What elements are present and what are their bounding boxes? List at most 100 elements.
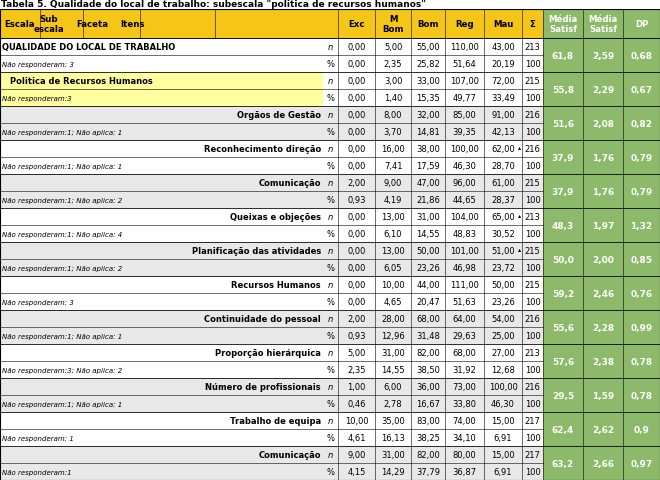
Text: 51,63: 51,63 [453, 298, 477, 306]
Text: 2,00: 2,00 [347, 179, 366, 188]
Text: %: % [327, 298, 335, 306]
Bar [543, 276, 660, 311]
Text: 16,00: 16,00 [381, 145, 405, 154]
Text: 0,00: 0,00 [347, 229, 366, 239]
Text: 48,83: 48,83 [453, 229, 477, 239]
Text: 37,79: 37,79 [416, 467, 440, 476]
Text: n: n [328, 450, 333, 459]
Text: 216: 216 [525, 111, 541, 120]
Text: 3,70: 3,70 [383, 128, 403, 137]
Text: 0,97: 0,97 [630, 458, 653, 468]
Text: 23,26: 23,26 [416, 264, 440, 273]
Bar [0, 73, 323, 107]
Bar [0, 10, 660, 39]
Bar [323, 276, 543, 311]
Text: n: n [328, 348, 333, 357]
Text: Média
Satisf: Média Satisf [589, 15, 618, 34]
Text: 215: 215 [525, 77, 541, 86]
Bar [0, 344, 323, 378]
Text: 3,00: 3,00 [384, 77, 403, 86]
Bar [623, 107, 660, 141]
Text: 61,00: 61,00 [491, 179, 515, 188]
Bar [623, 344, 660, 378]
Text: 107,00: 107,00 [450, 77, 479, 86]
Text: 20,47: 20,47 [416, 298, 440, 306]
Bar [0, 209, 323, 242]
Text: 43,00: 43,00 [491, 43, 515, 52]
Bar [0, 242, 323, 276]
Text: Bom: Bom [417, 20, 439, 29]
Text: 28,37: 28,37 [491, 196, 515, 204]
Text: 5,00: 5,00 [347, 348, 366, 357]
Text: 100: 100 [525, 162, 541, 171]
Text: 27,00: 27,00 [491, 348, 515, 357]
Bar [623, 412, 660, 446]
Text: 14,55: 14,55 [381, 365, 405, 374]
Text: Não responderam: 3: Não responderam: 3 [2, 61, 74, 68]
Bar [323, 209, 543, 242]
Bar [323, 412, 543, 446]
Text: %: % [327, 433, 335, 442]
Bar [543, 242, 660, 276]
Text: 55,6: 55,6 [552, 323, 574, 332]
Text: 46,98: 46,98 [453, 264, 477, 273]
Text: 2,66: 2,66 [592, 458, 614, 468]
Text: 25,82: 25,82 [416, 60, 440, 69]
Text: 4,65: 4,65 [384, 298, 403, 306]
Text: 100: 100 [525, 196, 541, 204]
Text: 0,76: 0,76 [630, 289, 653, 298]
Text: 0,00: 0,00 [347, 145, 366, 154]
Text: Planificação das atividades: Planificação das atividades [192, 247, 321, 255]
Bar [623, 276, 660, 311]
Text: 100: 100 [525, 467, 541, 476]
Text: 96,00: 96,00 [453, 179, 477, 188]
Text: 110,00: 110,00 [450, 43, 479, 52]
Text: 4,19: 4,19 [384, 196, 403, 204]
Text: 61,8: 61,8 [552, 51, 574, 60]
Text: Não responderam:1; Não aplica: 2: Não responderam:1; Não aplica: 2 [2, 265, 123, 271]
Text: Não responderam:1; Não aplica: 1: Não responderam:1; Não aplica: 1 [2, 129, 123, 135]
Text: 16,67: 16,67 [416, 399, 440, 408]
Text: 35,00: 35,00 [381, 416, 405, 425]
Text: 9,00: 9,00 [347, 450, 366, 459]
Text: 46,30: 46,30 [453, 162, 477, 171]
Bar [0, 175, 323, 209]
Text: 0,00: 0,00 [347, 60, 366, 69]
Text: 34,10: 34,10 [453, 433, 477, 442]
Bar [323, 141, 543, 175]
Text: 8,00: 8,00 [384, 111, 403, 120]
Text: 55,8: 55,8 [552, 85, 574, 95]
Text: Não responderam:3: Não responderam:3 [2, 96, 72, 101]
Text: %: % [327, 365, 335, 374]
Text: 62,4: 62,4 [552, 425, 574, 433]
Text: 38,25: 38,25 [416, 433, 440, 442]
Bar [623, 378, 660, 412]
Text: n: n [328, 280, 333, 289]
Text: 0,99: 0,99 [630, 323, 653, 332]
Text: 28,70: 28,70 [491, 162, 515, 171]
Bar [323, 378, 543, 412]
Text: Sub
escala: Sub escala [34, 15, 64, 34]
Text: 1,97: 1,97 [592, 221, 614, 230]
Text: 2,29: 2,29 [592, 85, 614, 95]
Text: 17,59: 17,59 [416, 162, 440, 171]
Text: 85,00: 85,00 [453, 111, 477, 120]
Text: Não responderam:1; Não aplica: 1: Não responderam:1; Não aplica: 1 [2, 163, 123, 169]
Text: 72,00: 72,00 [491, 77, 515, 86]
Text: Trabalho de equipa: Trabalho de equipa [230, 416, 321, 425]
Text: 38,50: 38,50 [416, 365, 440, 374]
Text: 12,68: 12,68 [491, 365, 515, 374]
Bar [543, 412, 583, 446]
Text: Não responderam:1; Não aplica: 1: Não responderam:1; Não aplica: 1 [2, 333, 123, 339]
Text: 49,77: 49,77 [453, 94, 477, 103]
Bar [543, 344, 660, 378]
Text: 0,00: 0,00 [347, 213, 366, 222]
Text: 0,00: 0,00 [347, 298, 366, 306]
Text: 13,00: 13,00 [381, 213, 405, 222]
Bar [623, 242, 660, 276]
Text: %: % [327, 331, 335, 340]
Bar [623, 141, 660, 175]
Text: 80,00: 80,00 [453, 450, 477, 459]
Text: Não responderam:1; Não aplica: 1: Não responderam:1; Não aplica: 1 [2, 401, 123, 407]
Text: 48,3: 48,3 [552, 221, 574, 230]
